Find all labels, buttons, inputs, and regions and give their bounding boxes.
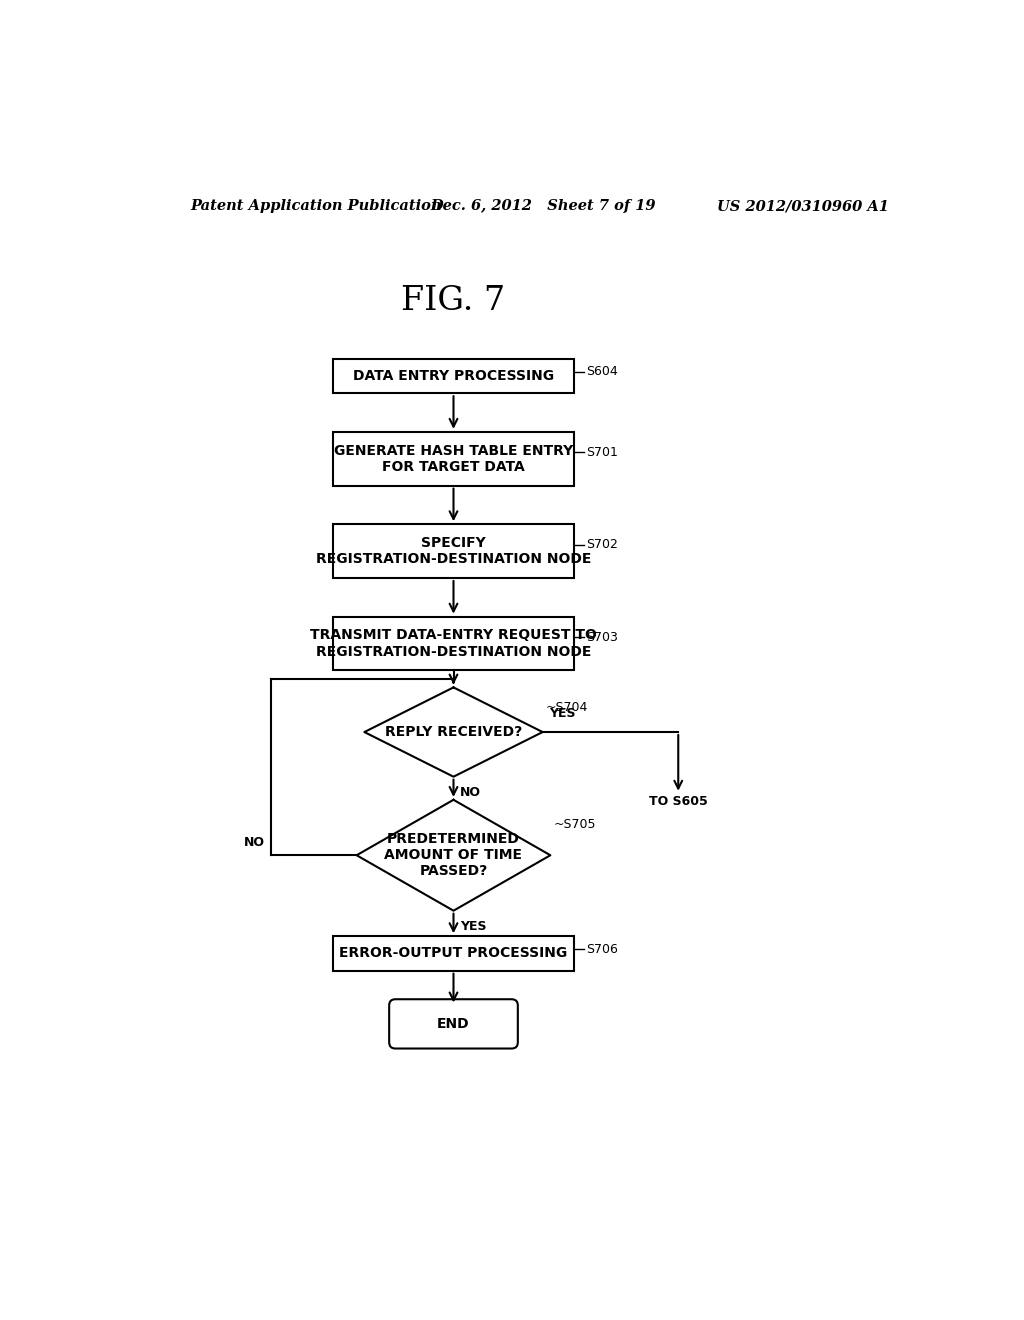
Text: Patent Application Publication: Patent Application Publication (190, 199, 441, 213)
Bar (334, 936, 573, 970)
Bar (334, 432, 573, 486)
Text: NO: NO (460, 785, 480, 799)
Text: DATA ENTRY PROCESSING: DATA ENTRY PROCESSING (353, 368, 554, 383)
Text: GENERATE HASH TABLE ENTRY
FOR TARGET DATA: GENERATE HASH TABLE ENTRY FOR TARGET DAT… (334, 444, 573, 474)
Bar (334, 359, 573, 393)
Text: TO S605: TO S605 (649, 795, 708, 808)
Text: S701: S701 (586, 446, 617, 459)
Text: END: END (437, 1016, 470, 1031)
Text: TRANSMIT DATA-ENTRY REQUEST TO
REGISTRATION-DESTINATION NODE: TRANSMIT DATA-ENTRY REQUEST TO REGISTRAT… (310, 628, 597, 659)
Text: YES: YES (460, 920, 486, 933)
Text: Dec. 6, 2012   Sheet 7 of 19: Dec. 6, 2012 Sheet 7 of 19 (430, 199, 655, 213)
Bar (334, 616, 573, 671)
FancyBboxPatch shape (389, 999, 518, 1048)
Text: S604: S604 (586, 366, 617, 379)
Text: S706: S706 (586, 942, 617, 956)
Text: S703: S703 (586, 631, 617, 644)
Text: SPECIFY
REGISTRATION-DESTINATION NODE: SPECIFY REGISTRATION-DESTINATION NODE (315, 536, 591, 566)
Text: US 2012/0310960 A1: US 2012/0310960 A1 (717, 199, 889, 213)
Bar (334, 524, 573, 578)
Text: ~S704: ~S704 (546, 701, 588, 714)
Text: REPLY RECEIVED?: REPLY RECEIVED? (385, 725, 522, 739)
Text: S702: S702 (586, 539, 617, 552)
Polygon shape (365, 688, 543, 776)
Text: FIG. 7: FIG. 7 (401, 285, 506, 317)
Text: ERROR-OUTPUT PROCESSING: ERROR-OUTPUT PROCESSING (339, 946, 567, 961)
Polygon shape (356, 800, 550, 911)
Text: PREDETERMINED
AMOUNT OF TIME
PASSED?: PREDETERMINED AMOUNT OF TIME PASSED? (384, 832, 522, 878)
Text: ~S705: ~S705 (554, 818, 596, 832)
Text: YES: YES (549, 706, 575, 719)
Text: NO: NO (244, 836, 265, 849)
